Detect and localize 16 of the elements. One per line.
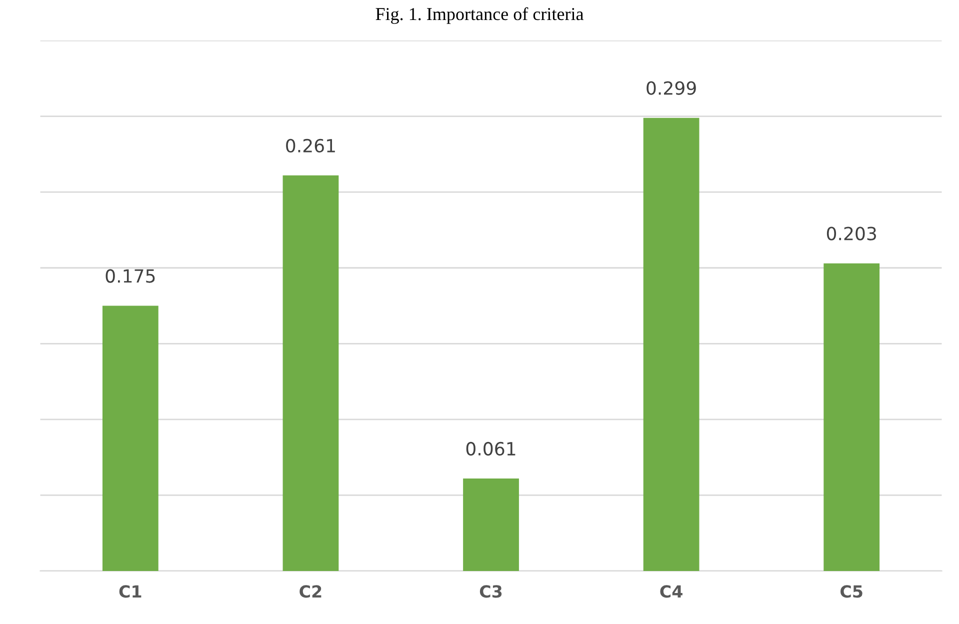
x-tick-label: C4 <box>660 585 682 598</box>
x-tick-label: C1 <box>119 585 142 598</box>
data-label: 0.203 <box>826 226 876 240</box>
data-label: 0.299 <box>646 81 696 95</box>
bar <box>102 306 158 571</box>
bar <box>463 478 519 571</box>
data-label: 0.261 <box>286 138 335 152</box>
bar <box>824 263 880 571</box>
x-tick-label: C5 <box>840 585 862 598</box>
chart-title: Fig. 1. Importance of criteria <box>376 7 584 24</box>
bar <box>282 175 339 571</box>
data-label: 0.061 <box>466 442 516 456</box>
x-tick-label: C3 <box>480 585 502 598</box>
data-label: 0.175 <box>106 269 155 283</box>
x-tick-label: C2 <box>300 585 322 598</box>
bar <box>643 118 700 571</box>
